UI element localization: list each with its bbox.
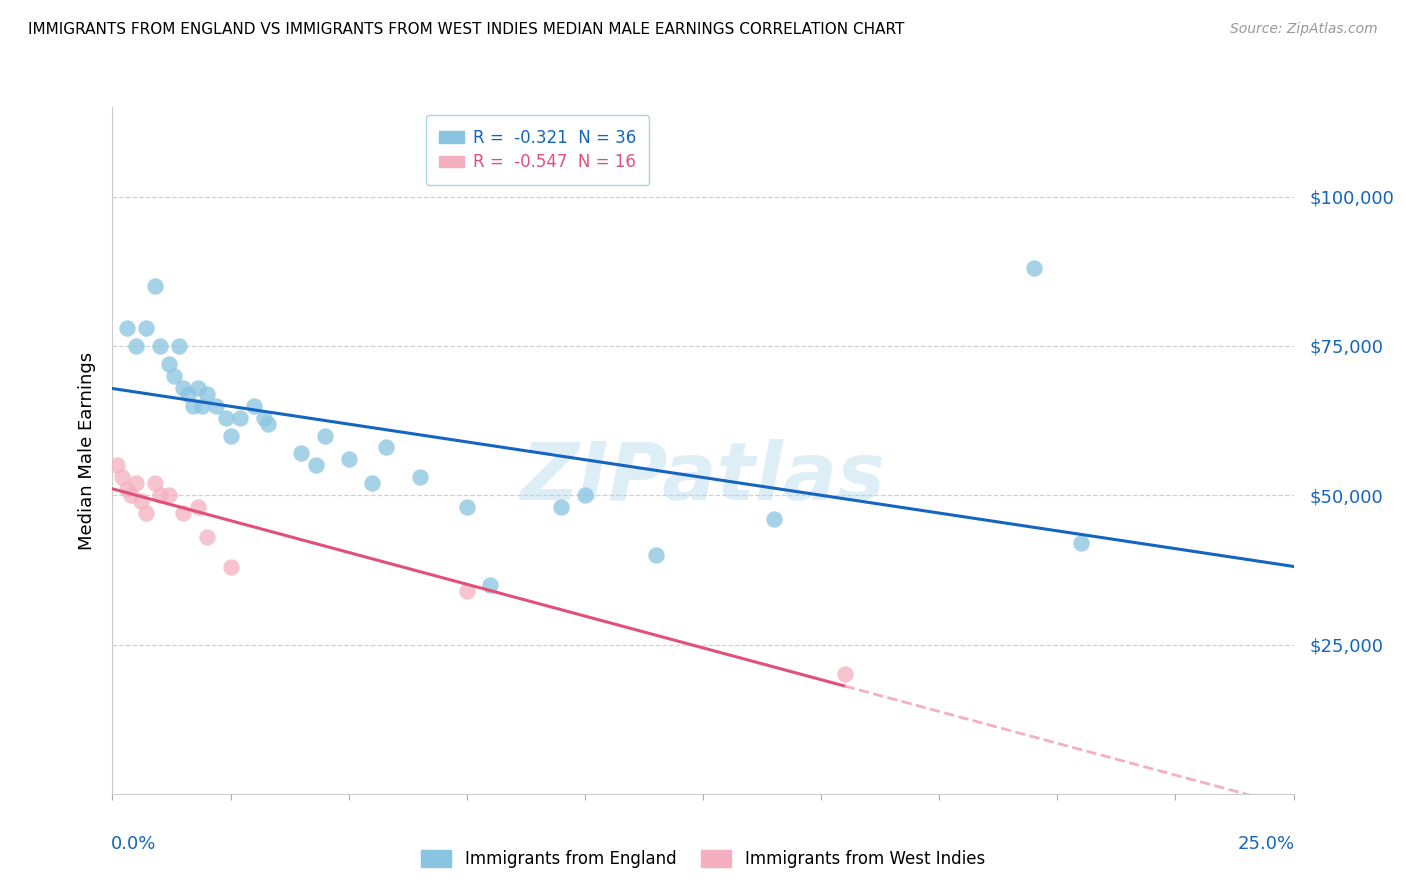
Point — [186, 500, 208, 515]
Point — [143, 279, 166, 293]
Point — [195, 530, 218, 544]
Text: 25.0%: 25.0% — [1237, 835, 1295, 853]
Legend: Immigrants from England, Immigrants from West Indies: Immigrants from England, Immigrants from… — [415, 843, 991, 875]
Point — [361, 476, 384, 491]
Point — [215, 410, 238, 425]
Point — [111, 470, 134, 484]
Point — [456, 500, 478, 515]
Point — [644, 548, 666, 562]
Point — [304, 458, 326, 473]
Point — [135, 506, 157, 520]
Point — [143, 476, 166, 491]
Point — [550, 500, 572, 515]
Point — [163, 368, 186, 383]
Point — [253, 410, 276, 425]
Point — [574, 488, 596, 502]
Point — [243, 399, 266, 413]
Point — [229, 410, 252, 425]
Point — [314, 428, 336, 442]
Point — [375, 441, 398, 455]
Point — [1022, 261, 1045, 276]
Text: IMMIGRANTS FROM ENGLAND VS IMMIGRANTS FROM WEST INDIES MEDIAN MALE EARNINGS CORR: IMMIGRANTS FROM ENGLAND VS IMMIGRANTS FR… — [28, 22, 904, 37]
Point — [120, 488, 142, 502]
Point — [762, 512, 785, 526]
Text: Source: ZipAtlas.com: Source: ZipAtlas.com — [1230, 22, 1378, 37]
Point — [195, 386, 218, 401]
Point — [177, 386, 200, 401]
Point — [157, 357, 180, 371]
Point — [105, 458, 128, 473]
Point — [1070, 536, 1092, 550]
Point — [191, 399, 214, 413]
Point — [181, 399, 204, 413]
Point — [186, 381, 208, 395]
Point — [257, 417, 280, 431]
Text: 0.0%: 0.0% — [111, 835, 156, 853]
Point — [172, 506, 194, 520]
Point — [135, 321, 157, 335]
Point — [125, 339, 148, 353]
Point — [149, 339, 172, 353]
Point — [219, 428, 242, 442]
Point — [408, 470, 430, 484]
Point — [479, 578, 502, 592]
Point — [834, 667, 856, 681]
Point — [456, 583, 478, 598]
Point — [172, 381, 194, 395]
Point — [129, 494, 152, 508]
Legend: R =  -0.321  N = 36, R =  -0.547  N = 16: R = -0.321 N = 36, R = -0.547 N = 16 — [426, 115, 650, 185]
Point — [125, 476, 148, 491]
Point — [115, 321, 138, 335]
Point — [219, 560, 242, 574]
Point — [290, 446, 312, 460]
Point — [149, 488, 172, 502]
Y-axis label: Median Male Earnings: Median Male Earnings — [77, 351, 96, 549]
Text: ZIPatlas: ZIPatlas — [520, 439, 886, 517]
Point — [205, 399, 228, 413]
Point — [157, 488, 180, 502]
Point — [167, 339, 190, 353]
Point — [115, 483, 138, 497]
Point — [337, 452, 360, 467]
